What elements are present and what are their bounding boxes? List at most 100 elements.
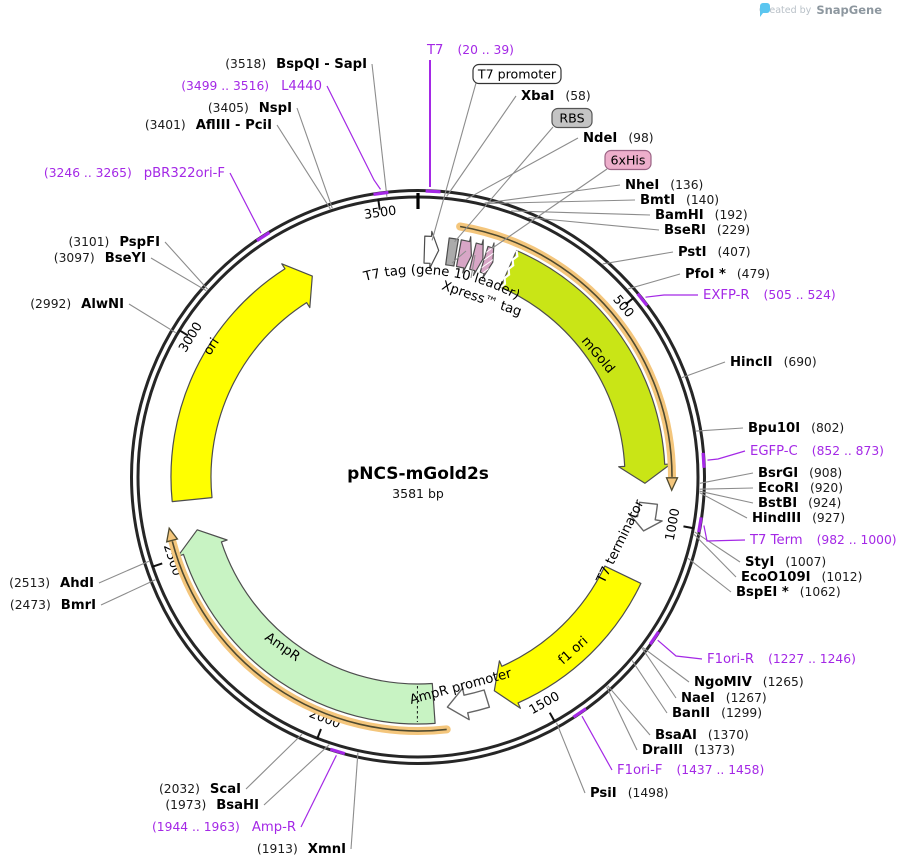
leader-psii bbox=[555, 722, 586, 794]
enzyme-label-xbai[interactable]: XbaI (58) bbox=[521, 89, 591, 104]
enzyme-label-bspei[interactable]: BspEI * (1062) bbox=[736, 585, 841, 600]
leader-styi bbox=[694, 531, 741, 563]
enzyme-label-bstbi[interactable]: BstBI (924) bbox=[758, 496, 841, 511]
leader-bmti bbox=[486, 199, 636, 205]
plasmid-ring-outer bbox=[130, 189, 706, 765]
feature-ampr[interactable] bbox=[177, 529, 436, 725]
enzyme-label-bamhi[interactable]: BamHI (192) bbox=[655, 208, 748, 223]
enzyme-label-bmri[interactable]: (2473) BmrI bbox=[10, 598, 96, 613]
leader-bstbi bbox=[699, 490, 754, 504]
leader-naei bbox=[641, 647, 677, 699]
enzyme-label-banii[interactable]: BanII (1299) bbox=[672, 706, 762, 721]
feature-mgold-jagged-edge bbox=[499, 250, 519, 289]
enzyme-label-afliii-pcii[interactable]: (3401) AflIII - PciI bbox=[145, 118, 272, 133]
enzyme-label-hincii[interactable]: HincII (690) bbox=[730, 355, 817, 370]
enzyme-label-ahdi[interactable]: (2513) AhdI bbox=[9, 576, 94, 591]
created-by-text: Created by bbox=[759, 4, 812, 16]
leader-xbai bbox=[446, 95, 517, 197]
enzyme-label-pfoi[interactable]: PfoI * (479) bbox=[685, 267, 770, 282]
enzyme-label-xmni[interactable]: (1913) XmnI bbox=[257, 842, 346, 857]
leader-ecori bbox=[699, 487, 754, 490]
primer-leader-l4440 bbox=[326, 85, 381, 190]
snapgene-brand-text: SnapGene bbox=[816, 3, 882, 17]
feature-f1-ori[interactable] bbox=[493, 565, 642, 709]
enzyme-label-styi[interactable]: StyI (1007) bbox=[745, 555, 826, 570]
plasmid-size: 3581 bp bbox=[392, 486, 444, 501]
primer-label-t7-term[interactable]: T7 Term (982 .. 1000) bbox=[749, 533, 897, 548]
tag-leader-1 bbox=[470, 254, 476, 279]
enzyme-label-ecoo109i[interactable]: EcoO109I (1012) bbox=[741, 570, 862, 585]
feature-t7-terminator[interactable] bbox=[629, 501, 663, 532]
enzyme-label-nhei[interactable]: NheI (136) bbox=[625, 178, 703, 193]
primer-label-f1ori-r[interactable]: F1ori-R (1227 .. 1246) bbox=[707, 652, 856, 667]
enzyme-label-bpu10i[interactable]: Bpu10I (802) bbox=[748, 421, 844, 436]
leader-ndei bbox=[466, 137, 579, 200]
enzyme-label-pspfi[interactable]: (3101) PspFI bbox=[68, 235, 160, 250]
primer-label-amp-r[interactable]: (1944 .. 1963) Amp-R bbox=[152, 820, 296, 835]
leader-pspfi bbox=[164, 241, 209, 290]
enzyme-label-psti[interactable]: PstI (407) bbox=[678, 245, 751, 260]
feature-t7-tag[interactable] bbox=[455, 236, 472, 274]
tag-leader-0 bbox=[451, 250, 467, 264]
t7-promoter-box[interactable] bbox=[472, 63, 562, 85]
enzyme-label-bspqi-sapi[interactable]: (3518) BspQI - SapI bbox=[225, 57, 367, 72]
rbs-box[interactable] bbox=[551, 107, 593, 129]
rbs-box-text: RBS bbox=[559, 111, 584, 126]
primer-tick-exfp-r bbox=[636, 292, 649, 307]
primer-leader-pbr322ori-f bbox=[229, 172, 262, 234]
primer-label-l4440[interactable]: (3499 .. 3516) L4440 bbox=[181, 79, 322, 94]
enzyme-label-hindiii[interactable]: HindIII (927) bbox=[752, 511, 845, 526]
primer-label-egfp-c[interactable]: EGFP-C (852 .. 873) bbox=[750, 444, 884, 459]
leader-t7-promoter-box bbox=[431, 82, 477, 241]
enzyme-label-psii[interactable]: PsiI (1498) bbox=[590, 786, 669, 801]
enzyme-label-scai[interactable]: (2032) ScaI bbox=[159, 782, 241, 797]
enzyme-label-ecori[interactable]: EcoRI (920) bbox=[758, 481, 843, 496]
feature-t7-promoter[interactable] bbox=[423, 230, 440, 269]
feature-mgold[interactable] bbox=[500, 249, 672, 484]
orf-mgold-arrowhead bbox=[665, 477, 679, 492]
leader-bsaai bbox=[607, 685, 651, 736]
plasmid-name: pNCS-mGold2s bbox=[347, 464, 489, 484]
enzyme-label-bseri[interactable]: BseRI (229) bbox=[664, 223, 750, 238]
primer-label-f1ori-f[interactable]: F1ori-F (1437 .. 1458) bbox=[617, 763, 764, 778]
primer-tick-f1ori-f bbox=[572, 707, 587, 719]
leader-hincii bbox=[681, 361, 726, 379]
feature-ori[interactable] bbox=[170, 263, 313, 503]
orf-ampr-line bbox=[171, 541, 447, 732]
leader-draiii bbox=[606, 686, 638, 751]
enzyme-label-draiii[interactable]: DraIII (1373) bbox=[642, 743, 735, 758]
feature-ampr-promoter[interactable] bbox=[446, 687, 491, 721]
enzyme-label-ndei[interactable]: NdeI (98) bbox=[583, 131, 654, 146]
6xhis-box[interactable] bbox=[604, 149, 652, 171]
snapgene-branding: Created by SnapGene bbox=[759, 3, 882, 17]
tick-500 bbox=[624, 296, 635, 306]
enzyme-label-nspi[interactable]: (3405) NspI bbox=[208, 101, 292, 116]
primer-leader-egfp-c bbox=[707, 450, 746, 461]
primer-label-exfp-r[interactable]: EXFP-R (505 .. 524) bbox=[703, 288, 836, 303]
leader-xmni bbox=[350, 752, 359, 850]
leader-bseri bbox=[528, 216, 660, 231]
primer-tick-l4440 bbox=[373, 190, 389, 196]
leader-alwni bbox=[128, 303, 176, 334]
leader-afliii-pcii bbox=[276, 124, 331, 210]
primer-label-pbr322ori-f[interactable]: (3246 .. 3265) pBR322ori-F bbox=[44, 166, 225, 181]
primer-label-t7[interactable]: T7 (20 .. 39) bbox=[426, 43, 514, 58]
leader-ecoo109i bbox=[693, 534, 737, 578]
enzyme-label-naei[interactable]: NaeI (1267) bbox=[681, 691, 767, 706]
enzyme-label-bsahi[interactable]: (1973) BsaHI bbox=[165, 798, 259, 813]
enzyme-label-bsrgi[interactable]: BsrGI (908) bbox=[758, 466, 842, 481]
primer-leader-amp-r bbox=[300, 755, 337, 828]
tick-2500 bbox=[151, 562, 163, 568]
tick-1000 bbox=[683, 525, 695, 530]
enzyme-label-ngomiv[interactable]: NgoMIV (1265) bbox=[694, 675, 804, 690]
leader-nspi bbox=[296, 107, 333, 209]
enzyme-label-alwni[interactable]: (2992) AlwNI bbox=[30, 297, 124, 312]
enzyme-label-bsaai[interactable]: BsaAI (1370) bbox=[655, 728, 749, 743]
leader-bsahi bbox=[263, 744, 330, 806]
leader-bspqi-sapi bbox=[371, 63, 388, 197]
enzyme-label-bmti[interactable]: BmtI (140) bbox=[640, 193, 719, 208]
6xhis-box-text: 6xHis bbox=[611, 153, 646, 168]
feature-rbs[interactable] bbox=[445, 237, 459, 267]
enzyme-label-bseyi[interactable]: (3097) BseYI bbox=[54, 251, 146, 266]
